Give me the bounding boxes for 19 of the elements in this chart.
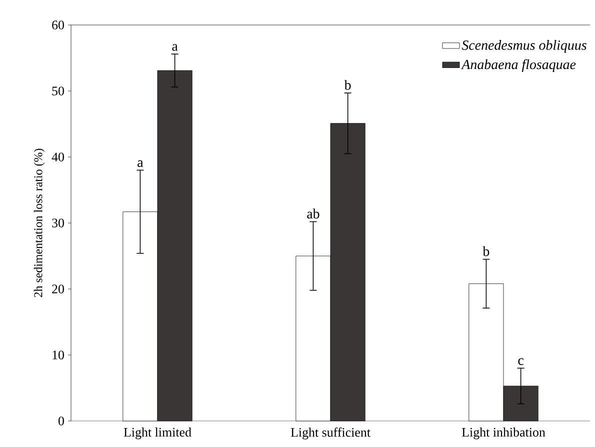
- y-tick-label: 0: [58, 416, 64, 426]
- annotation: ab: [307, 208, 320, 218]
- annotation: b: [344, 80, 351, 90]
- x-tick-label: Light sufficient: [290, 428, 370, 440]
- y-tick-label: 20: [52, 284, 64, 294]
- x-tick-label: Light inhibation: [462, 428, 546, 440]
- y-tick-label: 50: [52, 86, 64, 96]
- legend-label: Scenedesmus obliquus: [462, 40, 586, 53]
- y-tick-label: 10: [52, 350, 64, 360]
- x-tick-label: Light limited: [124, 428, 192, 440]
- annotation: c: [518, 358, 524, 365]
- annotation: a: [172, 44, 178, 51]
- annotation: a: [138, 160, 144, 167]
- y-tick-label: 40: [52, 152, 64, 162]
- y-axis-title: 2h sedimentation loss ratio (%): [34, 148, 45, 298]
- annotation: b: [482, 246, 490, 256]
- y-tick-label: 30: [52, 218, 64, 228]
- y-tick-label: 60: [52, 20, 64, 30]
- legend-label: Anabaena flosaquae: [460, 59, 576, 72]
